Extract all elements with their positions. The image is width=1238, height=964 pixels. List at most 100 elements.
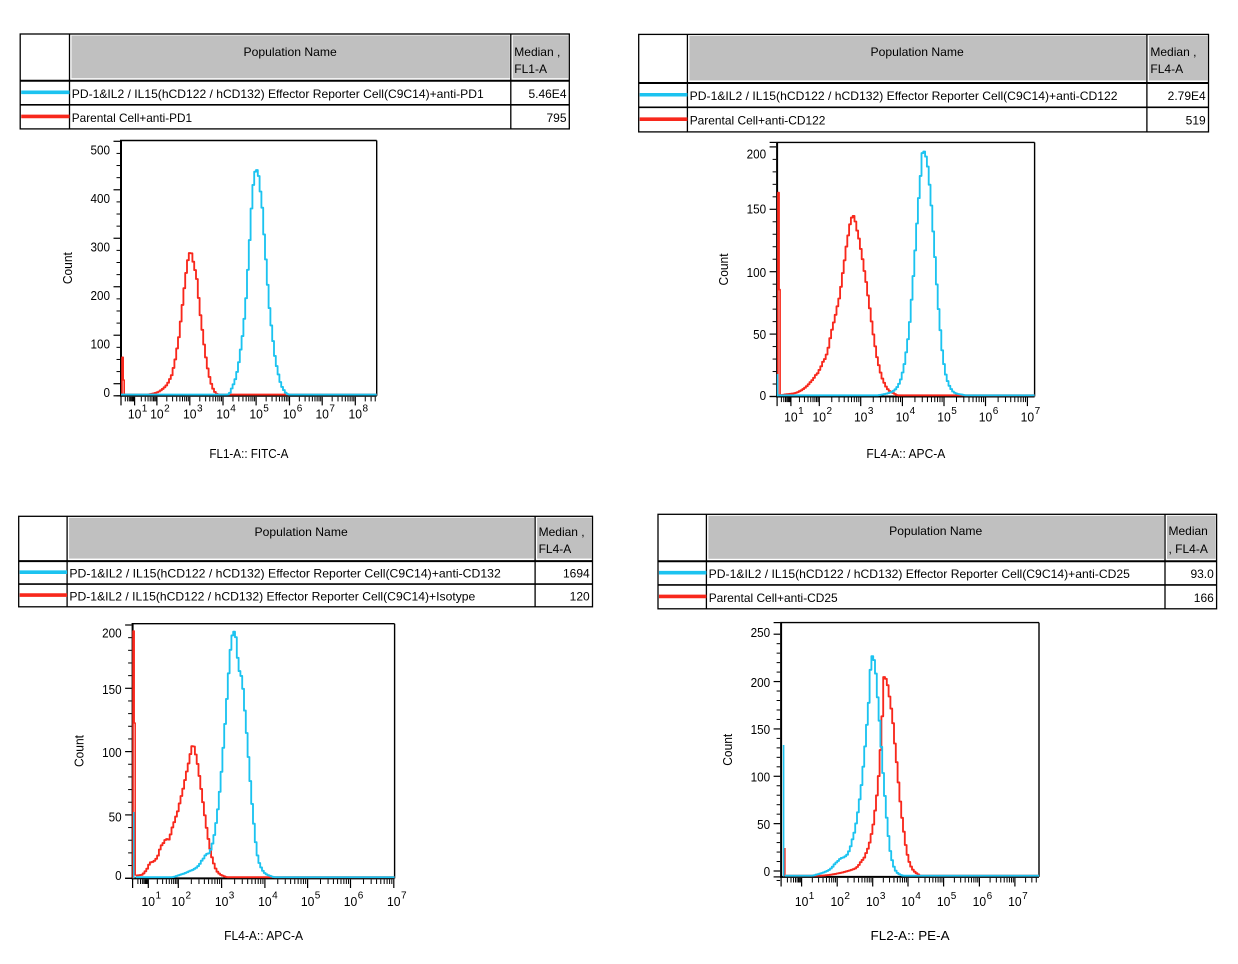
svg-text:FL4-A: FL4-A [1150,62,1183,76]
svg-text:200: 200 [91,288,111,303]
svg-text:4: 4 [230,404,236,415]
svg-text:93.0: 93.0 [1190,567,1214,581]
svg-text:50: 50 [109,810,122,825]
svg-text:Parental Cell+anti-CD25: Parental Cell+anti-CD25 [709,591,838,605]
svg-text:200: 200 [102,626,122,641]
svg-text:10: 10 [128,407,142,422]
svg-text:5: 5 [315,891,321,902]
svg-text:5: 5 [951,406,957,417]
svg-text:10: 10 [937,409,951,424]
svg-text:0: 0 [115,868,122,883]
svg-text:6: 6 [358,891,364,902]
svg-text:6: 6 [993,406,999,417]
svg-text:300: 300 [91,240,111,255]
svg-text:10: 10 [349,407,363,422]
svg-text:10: 10 [979,409,993,424]
svg-text:Population Name: Population Name [871,45,965,59]
svg-text:10: 10 [866,894,880,909]
svg-text:10: 10 [183,407,197,422]
svg-text:10: 10 [1021,409,1035,424]
svg-text:6: 6 [297,404,303,415]
svg-text:10: 10 [344,894,358,909]
svg-text:166: 166 [1194,591,1214,605]
svg-text:10: 10 [973,894,987,909]
svg-text:10: 10 [258,894,272,909]
svg-text:0: 0 [104,385,111,400]
svg-text:200: 200 [751,675,771,690]
svg-text:150: 150 [751,722,771,737]
svg-text:500: 500 [91,143,111,158]
svg-text:10: 10 [896,409,910,424]
svg-text:10: 10 [854,409,868,424]
svg-text:10: 10 [901,894,915,909]
svg-text:5: 5 [951,891,957,902]
svg-text:1: 1 [798,406,804,417]
svg-text:4: 4 [915,891,921,902]
svg-text:3: 3 [229,891,235,902]
svg-text:7: 7 [1035,406,1041,417]
svg-text:100: 100 [747,265,767,280]
svg-text:150: 150 [747,202,767,217]
svg-text:10: 10 [784,409,798,424]
svg-text:795: 795 [546,111,566,125]
svg-text:10: 10 [249,407,263,422]
svg-text:Count: Count [721,733,735,766]
svg-text:2.79E4: 2.79E4 [1168,89,1206,103]
svg-text:2: 2 [844,891,850,902]
svg-text:FL1-A:: FITC-A: FL1-A:: FITC-A [209,447,289,461]
svg-text:PD-1&IL2 / IL15(hCD122 / hCD13: PD-1&IL2 / IL15(hCD122 / hCD132) Effecto… [69,589,475,603]
svg-text:FL2-A:: PE-A: FL2-A:: PE-A [871,929,951,943]
svg-text:2: 2 [164,404,170,415]
svg-text:2: 2 [827,406,833,417]
svg-text:50: 50 [753,327,766,342]
svg-text:4: 4 [272,891,278,902]
svg-text:10: 10 [283,407,297,422]
svg-text:PD-1&IL2 / IL15(hCD122 / hCD13: PD-1&IL2 / IL15(hCD122 / hCD132) Effecto… [690,89,1118,103]
svg-text:FL4-A:: APC-A: FL4-A:: APC-A [866,447,946,461]
svg-text:50: 50 [757,817,770,832]
svg-text:120: 120 [570,589,590,603]
svg-text:10: 10 [150,407,164,422]
svg-text:400: 400 [91,191,111,206]
svg-text:1: 1 [142,404,148,415]
svg-text:519: 519 [1186,114,1206,128]
svg-text:0: 0 [764,864,771,879]
svg-text:Population Name: Population Name [889,524,983,538]
svg-text:100: 100 [751,769,771,784]
svg-text:, FL4-A: , FL4-A [1169,542,1208,556]
svg-text:0: 0 [760,388,767,403]
svg-text:3: 3 [197,404,203,415]
svg-text:Parental Cell+anti-PD1: Parental Cell+anti-PD1 [72,111,193,125]
svg-text:FL1-A: FL1-A [514,62,547,76]
svg-text:7: 7 [401,891,407,902]
svg-text:PD-1&IL2 / IL15(hCD122 / hCD13: PD-1&IL2 / IL15(hCD122 / hCD132) Effecto… [709,567,1131,581]
svg-text:10: 10 [937,894,951,909]
svg-text:Median ,: Median , [514,45,560,59]
svg-text:Count: Count [61,252,75,285]
svg-text:3: 3 [868,406,874,417]
svg-text:Population Name: Population Name [255,525,349,539]
svg-text:7: 7 [1022,891,1028,902]
svg-text:Population Name: Population Name [244,45,338,59]
svg-text:1: 1 [809,891,815,902]
svg-text:200: 200 [747,146,767,161]
svg-text:Median: Median [1169,524,1208,538]
svg-text:Median ,: Median , [1150,45,1196,59]
svg-text:Median ,: Median , [539,525,585,539]
svg-text:10: 10 [813,409,827,424]
svg-text:10: 10 [795,894,809,909]
svg-text:10: 10 [387,894,401,909]
svg-text:10: 10 [830,894,844,909]
svg-text:100: 100 [102,745,122,760]
svg-text:10: 10 [301,894,315,909]
svg-text:FL4-A:: APC-A: FL4-A:: APC-A [224,929,304,943]
svg-text:1: 1 [156,891,162,902]
svg-text:7: 7 [329,404,335,415]
svg-text:8: 8 [363,404,369,415]
svg-text:3: 3 [880,891,886,902]
svg-text:10: 10 [1008,894,1022,909]
svg-text:PD-1&IL2 / IL15(hCD122 / hCD13: PD-1&IL2 / IL15(hCD122 / hCD132) Effecto… [72,87,484,101]
svg-text:150: 150 [102,682,122,697]
svg-text:10: 10 [315,407,329,422]
svg-text:5: 5 [263,404,269,415]
